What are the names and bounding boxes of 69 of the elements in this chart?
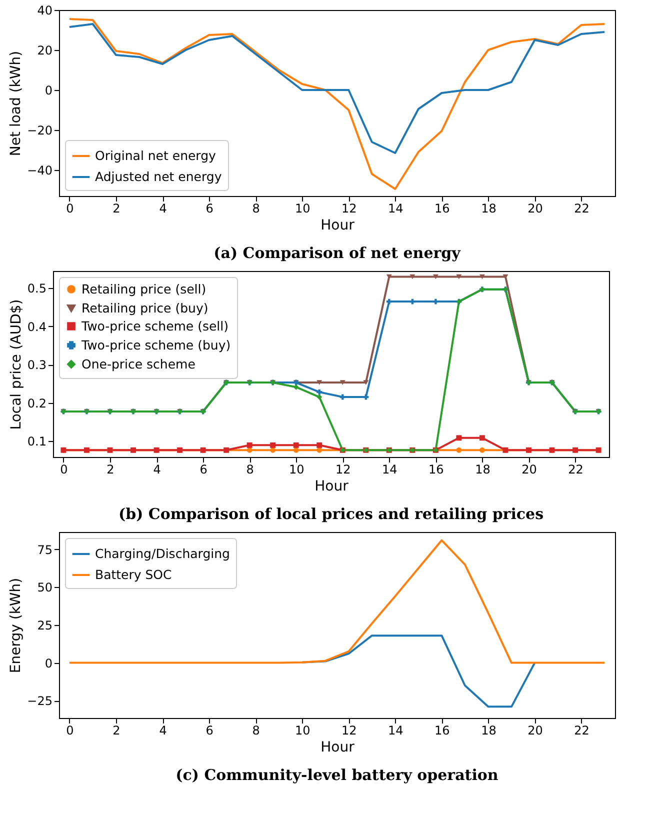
text: (a) Comparison of net energy [214, 244, 462, 262]
x-axis-title: Hour [320, 218, 355, 234]
legend-label: Charging/Discharging [95, 546, 230, 561]
x-tick-label: 0 [66, 724, 74, 738]
x-tick-label: 22 [568, 462, 584, 476]
x-tick-label: 18 [475, 462, 490, 476]
x-tick-label: 16 [428, 462, 444, 476]
y-tick-label: 0.1 [27, 434, 46, 448]
x-tick-label: 10 [294, 724, 310, 738]
x-tick-label: 0 [66, 202, 74, 216]
x-tick-label: 22 [574, 724, 590, 738]
y-tick-label: 50 [37, 580, 52, 595]
legend-label: One-price scheme [82, 356, 196, 372]
y-tick-label: 75 [37, 542, 52, 557]
x-tick-label: 10 [294, 202, 310, 216]
x-tick-label: 16 [434, 724, 450, 738]
y-axis-title: Local price (AUD$) [8, 299, 24, 430]
y-axis-title: Net load (kWh) [8, 50, 24, 156]
x-tick-label: 4 [159, 724, 167, 738]
y-tick-label: 0.3 [27, 358, 46, 372]
x-tick-label: 6 [206, 724, 214, 738]
x-tick-label: 6 [200, 462, 208, 476]
x-tick-label: 14 [388, 202, 404, 216]
y-tick-label: 0.2 [27, 396, 46, 410]
y-tick-label: −40 [27, 164, 52, 178]
y-tick-label: −25 [27, 694, 52, 708]
y-tick-label: 40 [37, 4, 52, 18]
text: (c) Community-level battery operation [176, 766, 498, 784]
x-tick-label: 2 [112, 202, 120, 216]
x-tick-label: 20 [528, 202, 543, 216]
x-tick-label: 2 [106, 462, 114, 476]
x-tick-label: 8 [252, 202, 260, 216]
x-tick-label: 4 [159, 202, 167, 216]
legend-label: Retailing price (sell) [82, 281, 206, 296]
x-tick-label: 16 [434, 202, 450, 216]
y-tick-label: 25 [37, 618, 52, 632]
legend-label: Battery SOC [95, 567, 172, 582]
x-tick-label: 8 [246, 462, 254, 476]
x-tick-label: 0 [60, 462, 68, 476]
text: (b) Comparison of local prices and retailing prices [118, 505, 544, 523]
legend-label: Two-price scheme (sell) [80, 318, 229, 334]
y-tick-label: 0.4 [27, 320, 46, 334]
y-tick-label: 0 [44, 656, 52, 670]
y-tick-label: 20 [37, 44, 52, 58]
x-tick-label: 14 [382, 462, 398, 476]
legend-label: Adjusted net energy [95, 169, 222, 184]
y-tick-label: −20 [27, 124, 52, 138]
legend-label: Original net energy [95, 148, 217, 163]
legend-label: Retailing price (buy) [82, 300, 208, 316]
x-tick-label: 20 [522, 462, 537, 476]
y-tick-label: 0.5 [27, 282, 46, 296]
x-tick-label: 12 [341, 202, 357, 216]
y-axis-title: Energy (kWh) [8, 578, 24, 674]
x-tick-label: 4 [153, 462, 161, 476]
x-tick-label: 14 [388, 724, 404, 738]
x-axis-title: Hour [320, 740, 355, 756]
legend-label: Two-price scheme (buy) [80, 337, 231, 352]
x-tick-label: 18 [481, 724, 496, 738]
x-tick-label: 2 [112, 724, 120, 738]
x-tick-label: 6 [206, 202, 214, 216]
x-tick-label: 10 [288, 462, 304, 476]
x-axis-title: Hour [314, 478, 349, 494]
x-tick-label: 22 [574, 202, 590, 216]
x-tick-label: 12 [335, 462, 351, 476]
x-tick-label: 12 [341, 724, 357, 738]
x-tick-label: 18 [481, 202, 496, 216]
x-tick-label: 8 [252, 724, 260, 738]
x-tick-label: 20 [528, 724, 543, 738]
y-tick-label: 0 [44, 84, 52, 98]
